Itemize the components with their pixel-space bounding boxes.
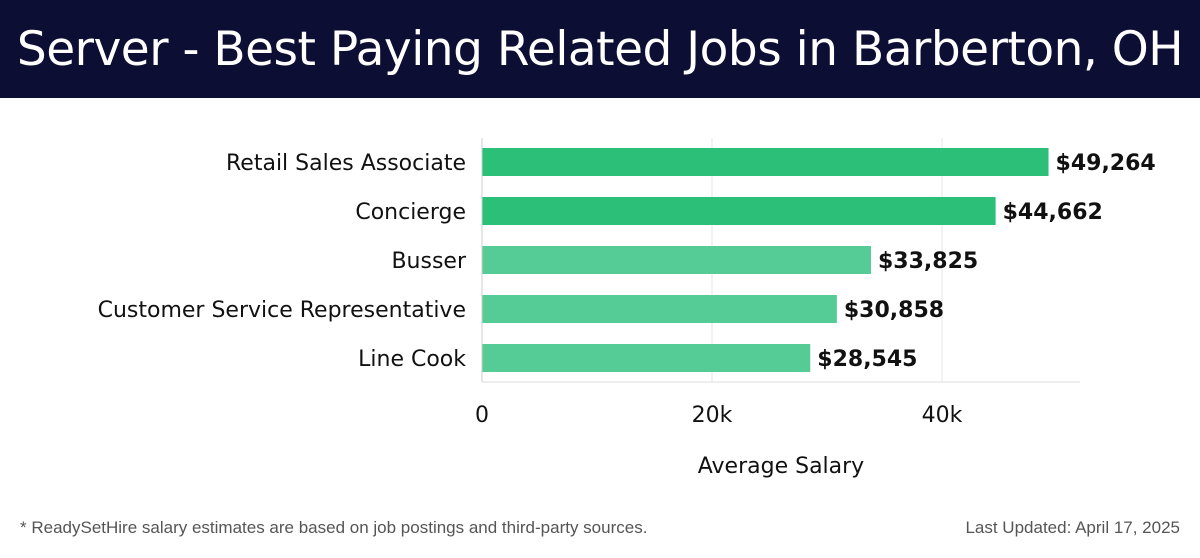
bar	[482, 148, 1049, 176]
bar	[482, 295, 837, 323]
category-label: Retail Sales Associate	[226, 151, 466, 176]
chart-header: Server - Best Paying Related Jobs in Bar…	[0, 0, 1200, 98]
chart-title: Server - Best Paying Related Jobs in Bar…	[16, 21, 1184, 77]
x-axis-label: Average Salary	[698, 454, 864, 479]
value-label: $30,858	[844, 298, 944, 323]
labels-layer: Retail Sales Associate $49,264 Concierge $4…	[98, 151, 1156, 372]
value-label: $44,662	[1003, 200, 1103, 225]
value-label: $33,825	[878, 249, 978, 274]
value-label: $49,264	[1056, 151, 1156, 176]
category-label: Customer Service Representative	[98, 298, 466, 323]
x-tick-label: 40k	[922, 403, 963, 428]
bar	[482, 197, 996, 225]
bar	[482, 344, 811, 372]
axis-layer: 0 20k 40k Average Salary	[475, 138, 1080, 479]
x-tick-label: 0	[475, 403, 489, 428]
bar	[482, 246, 871, 274]
last-updated: Last Updated: April 17, 2025	[965, 518, 1180, 537]
x-tick-label: 20k	[692, 403, 733, 428]
category-label: Line Cook	[358, 347, 466, 372]
value-label: $28,545	[817, 347, 917, 372]
bar-chart: Retail Sales Associate $49,264 Concierge $4…	[98, 138, 1156, 479]
footnote: * ReadySetHire salary estimates are base…	[20, 518, 648, 537]
category-label: Busser	[391, 249, 466, 274]
bars-layer	[482, 148, 1049, 372]
category-label: Concierge	[355, 200, 466, 225]
